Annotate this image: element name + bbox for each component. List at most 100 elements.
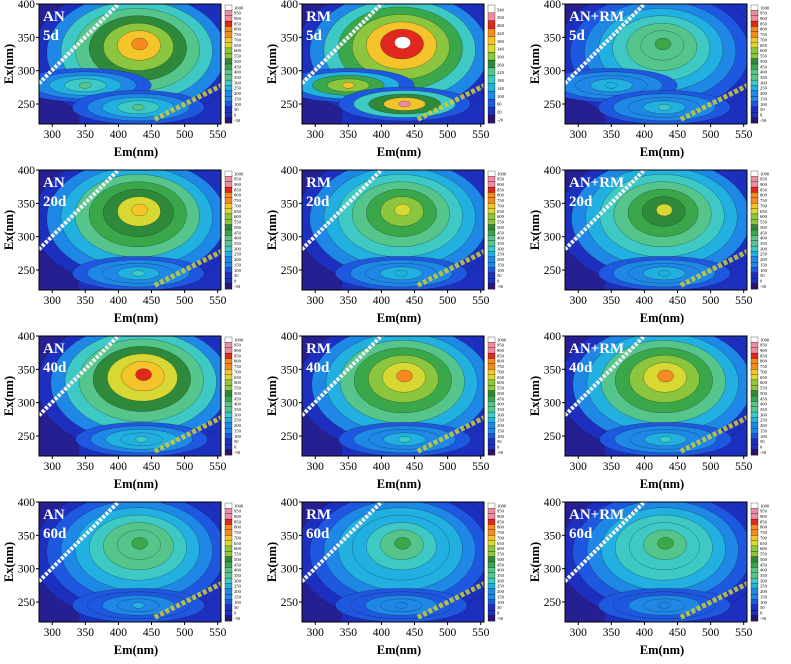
colorbar-tick-label: 250 [234,252,242,257]
x-tick-label: 500 [439,295,457,307]
x-tick-label: 300 [570,627,588,639]
secondary-peak-1 [132,270,145,277]
y-tick-label: 400 [544,166,562,177]
colorbar-swatch [750,352,759,359]
colorbar-tick-label: 300 [760,80,768,85]
x-axis-label: Em(nm) [640,311,684,325]
panel-label-time: 40d [569,360,593,376]
colorbar-swatch [224,535,233,541]
x-tick-label: 550 [735,461,753,473]
y-tick-label: 300 [18,66,36,78]
colorbar-swatch [487,224,496,231]
x-tick-label: 400 [636,627,654,639]
colorbar-tick-label: 500 [234,391,242,396]
x-tick-label: 500 [702,627,720,639]
colorbar-tick-label: 950 [760,509,768,514]
x-tick-label: 350 [340,461,358,473]
colorbar-swatch [224,395,233,402]
x-tick-label: 400 [373,627,391,639]
y-tick-label: 250 [544,99,562,111]
colorbar-tick-label: 150 [760,262,768,267]
colorbar-swatch [750,444,759,450]
colorbar-tick-label: 550 [234,386,242,391]
x-tick-label: 300 [570,461,588,473]
y-tick-label: 250 [281,99,299,111]
x-tick-label: 400 [110,627,128,639]
colorbar-tick-label: 300 [497,578,505,583]
colorbar-tick-label: 650 [760,375,768,380]
colorbar-swatch [487,406,496,413]
colorbar-tick-label: 450 [760,230,768,235]
colorbar-swatch [487,213,496,220]
plot-frame [301,3,485,125]
colorbar-tick-label: 100 [234,102,242,107]
rayleigh-scatter-second-order [679,414,747,454]
colorbar-swatch [750,235,759,242]
x-tick-label: 450 [406,627,424,639]
colorbar-swatch [487,615,496,622]
colorbar-swatch [750,588,759,595]
x-tick-label: 500 [439,627,457,639]
colorbar-swatch [750,213,759,220]
colorbar-swatch [224,112,233,118]
colorbar-tick-label: 800 [760,525,768,530]
colorbar-swatch [224,363,233,370]
rayleigh-scatter-first-order [39,502,122,583]
secondary-peak-2 [398,100,411,108]
colorbar-tick-label: 850 [497,353,505,358]
colorbar-tick-label: 0 [234,445,237,450]
colorbar-swatch [224,401,233,408]
colorbar-swatch [487,583,496,590]
contour-band [394,36,411,49]
colorbar-tick-label: 350 [760,241,768,246]
colorbar-tick-label: 950 [497,343,505,348]
colorbar-tick-label: 1000 [234,171,244,176]
colorbar-tick-label: 100 [497,434,505,439]
colorbar-tick-label: 600 [760,214,768,219]
colorbar-tick-label: 650 [760,209,768,214]
colorbar-swatch [487,44,496,53]
colorbar-swatch [487,358,496,365]
colorbar-swatch [487,535,496,541]
x-tick-label: 500 [702,129,720,141]
colorbar-swatch [487,272,496,279]
colorbar-swatch [750,219,759,225]
rayleigh-scatter-first-order [565,336,648,417]
colorbar-tick-label: 50 [234,605,239,610]
contour-band [394,203,411,217]
colorbar-tick-label: 400 [760,568,768,573]
colorbar-swatch [487,540,496,547]
colorbar-swatch [487,449,496,456]
y-tick-label: 350 [544,32,562,44]
colorbar-swatch [750,347,759,354]
colorbar-tick-label: 900 [234,348,242,353]
colorbar-swatch [224,96,233,102]
colorbar-swatch [487,572,496,579]
secondary-peak-2 [132,104,145,111]
plot-frame [564,3,748,125]
colorbar-swatch [487,251,496,258]
colorbar-tick-label: 140 [497,86,505,91]
colorbar-swatch [224,604,233,611]
colorbar-swatch [224,278,233,284]
colorbar-tick-label: 650 [234,375,242,380]
x-tick-label: 350 [603,461,621,473]
y-tick-label: 250 [281,265,299,277]
colorbar-tick-label: 350 [760,407,768,412]
colorbar-tick-label: 500 [760,557,768,562]
x-tick-label: 550 [209,129,227,141]
x-tick-label: 400 [110,461,128,473]
colorbar-tick-label: 500 [234,557,242,562]
colorbar-tick-label: 800 [497,525,505,530]
x-tick-label: 350 [340,129,358,141]
y-axis-label: Ex(nm) [528,542,542,582]
x-tick-label: 300 [44,295,62,307]
colorbar-tick-label: 800 [497,193,505,198]
colorbar-swatch [487,240,496,247]
colorbar-swatch [224,379,233,386]
x-tick-label: 550 [209,461,227,473]
colorbar-swatch [487,363,496,370]
y-tick-label: 350 [281,530,299,542]
colorbar-swatch [750,176,759,183]
